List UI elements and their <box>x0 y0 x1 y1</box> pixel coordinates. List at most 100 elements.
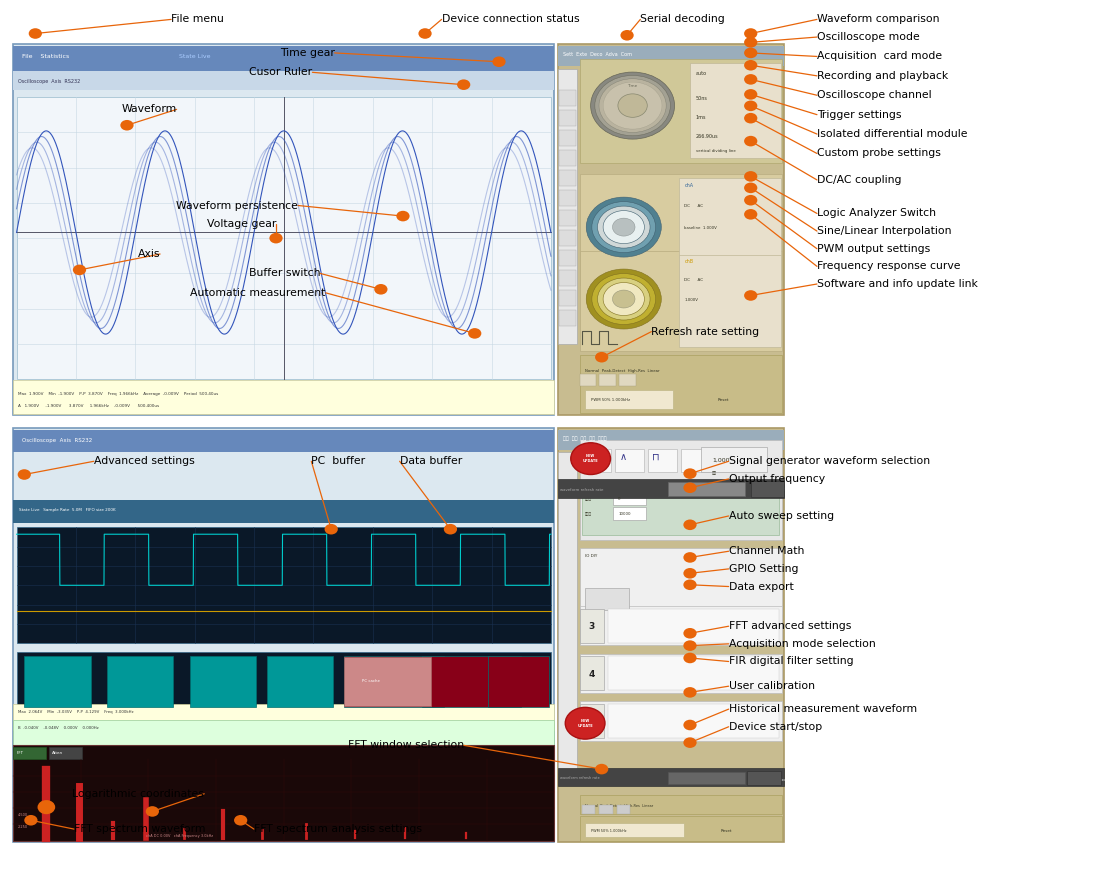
Text: Recording and playback: Recording and playback <box>817 71 948 81</box>
Circle shape <box>595 352 608 363</box>
FancyBboxPatch shape <box>559 250 576 266</box>
Circle shape <box>683 653 697 663</box>
Text: waveform refresh rate: waveform refresh rate <box>560 776 599 780</box>
Text: 设置  扩展  解码  编组  对比图: 设置 扩展 解码 编组 对比图 <box>563 436 607 441</box>
FancyBboxPatch shape <box>679 178 781 280</box>
Text: GPIO Setting: GPIO Setting <box>729 564 798 574</box>
Circle shape <box>744 74 757 85</box>
Text: chA DC 0.00V   chA Frequency 3.0kHz: chA DC 0.00V chA Frequency 3.0kHz <box>146 834 213 838</box>
Text: Auto sweep setting: Auto sweep setting <box>729 511 834 521</box>
Text: 0: 0 <box>618 497 620 501</box>
FancyBboxPatch shape <box>13 44 554 415</box>
Circle shape <box>565 707 605 739</box>
Text: Device connection status: Device connection status <box>442 14 580 25</box>
Text: 10000: 10000 <box>618 512 630 515</box>
Circle shape <box>444 524 457 534</box>
Text: Waveform: Waveform <box>121 104 177 115</box>
Circle shape <box>603 282 645 316</box>
Circle shape <box>325 524 338 534</box>
FancyBboxPatch shape <box>559 90 576 106</box>
FancyBboxPatch shape <box>107 656 173 707</box>
Circle shape <box>744 183 757 193</box>
Text: PWM 50% 1.000kHz: PWM 50% 1.000kHz <box>591 399 629 402</box>
Circle shape <box>592 202 656 252</box>
FancyBboxPatch shape <box>585 587 629 610</box>
Text: Time: Time <box>627 84 638 88</box>
Text: Oscilloscope channel: Oscilloscope channel <box>817 90 932 101</box>
Circle shape <box>595 764 608 774</box>
FancyBboxPatch shape <box>580 704 604 738</box>
FancyBboxPatch shape <box>747 771 781 785</box>
Circle shape <box>492 56 506 67</box>
Circle shape <box>586 269 661 329</box>
Circle shape <box>744 89 757 100</box>
FancyBboxPatch shape <box>681 449 710 472</box>
Text: Sett  Exte  Deco  Adva  Com: Sett Exte Deco Adva Com <box>563 52 631 57</box>
Circle shape <box>683 720 697 730</box>
FancyBboxPatch shape <box>559 170 576 186</box>
FancyBboxPatch shape <box>599 374 616 386</box>
Text: PC  buffer: PC buffer <box>311 456 365 467</box>
Text: Reset: Reset <box>721 829 732 833</box>
Circle shape <box>683 482 697 493</box>
Text: Waveform persistence: Waveform persistence <box>177 200 298 211</box>
Circle shape <box>683 737 697 748</box>
Circle shape <box>683 628 697 639</box>
FancyBboxPatch shape <box>559 130 576 146</box>
Circle shape <box>683 552 697 563</box>
Text: NEW
UPDATE: NEW UPDATE <box>577 719 593 728</box>
Circle shape <box>597 278 650 320</box>
FancyBboxPatch shape <box>559 210 576 226</box>
Text: Software and info update link: Software and info update link <box>817 279 978 289</box>
Circle shape <box>613 218 635 236</box>
Text: Isolated differential module: Isolated differential module <box>817 129 967 139</box>
Text: vertical dividing line: vertical dividing line <box>696 149 735 153</box>
Circle shape <box>146 806 159 817</box>
Circle shape <box>418 28 432 39</box>
FancyBboxPatch shape <box>559 230 576 246</box>
Text: Trigger settings: Trigger settings <box>817 109 902 120</box>
Circle shape <box>683 579 697 590</box>
Text: State Live: State Live <box>179 54 211 59</box>
Circle shape <box>374 284 388 295</box>
Text: 确定: 确定 <box>712 471 718 475</box>
Text: Data export: Data export <box>729 581 794 592</box>
Text: A   1.900V     -1.900V      3.870V     1.966kHz    -0.009V      500.400us: A 1.900V -1.900V 3.870V 1.966kHz -0.009V… <box>18 404 159 407</box>
Text: Buffer switch: Buffer switch <box>248 268 320 279</box>
Text: State Live   Sample Rate  5.0M   FIFO size 200K: State Live Sample Rate 5.0M FIFO size 20… <box>19 508 116 512</box>
Text: 266.90us: 266.90us <box>696 134 718 138</box>
FancyBboxPatch shape <box>558 428 784 842</box>
Circle shape <box>457 79 470 90</box>
Text: Cusor Ruler: Cusor Ruler <box>250 67 312 78</box>
Circle shape <box>234 815 247 826</box>
FancyBboxPatch shape <box>17 97 551 379</box>
Text: Refresh rate setting: Refresh rate setting <box>651 326 760 337</box>
FancyBboxPatch shape <box>13 704 554 730</box>
Text: Logarithmic coordinates: Logarithmic coordinates <box>73 789 204 799</box>
FancyBboxPatch shape <box>580 606 782 646</box>
Text: DC      AC: DC AC <box>684 204 703 208</box>
FancyBboxPatch shape <box>585 390 673 409</box>
Text: 50ns: 50ns <box>696 96 708 101</box>
Text: Automatic measurement: Automatic measurement <box>190 288 326 298</box>
Text: 1.000V: 1.000V <box>684 298 699 302</box>
FancyBboxPatch shape <box>558 46 784 66</box>
FancyBboxPatch shape <box>619 374 636 386</box>
Text: Serial decoding: Serial decoding <box>640 14 725 25</box>
Text: 起始频: 起始频 <box>585 497 592 502</box>
FancyBboxPatch shape <box>24 656 91 707</box>
Text: Normal  Peak-Detect  High-Res  Linear: Normal Peak-Detect High-Res Linear <box>585 370 660 373</box>
Circle shape <box>744 113 757 123</box>
Text: User calibration: User calibration <box>729 681 815 691</box>
Circle shape <box>120 120 134 131</box>
Text: Oscilloscope mode: Oscilloscope mode <box>817 32 920 42</box>
Text: Max  1.900V    Min  -1.900V    P-P  3.870V    Freq  1.966kHz    Average  -0.009V: Max 1.900V Min -1.900V P-P 3.870V Freq 1… <box>18 392 217 396</box>
Circle shape <box>744 209 757 220</box>
Text: 1,000: 1,000 <box>712 458 730 463</box>
Text: Acquisition  card mode: Acquisition card mode <box>817 51 942 62</box>
FancyBboxPatch shape <box>344 656 444 707</box>
FancyBboxPatch shape <box>580 795 782 814</box>
FancyBboxPatch shape <box>580 174 782 285</box>
FancyBboxPatch shape <box>13 380 554 414</box>
Circle shape <box>620 30 634 41</box>
